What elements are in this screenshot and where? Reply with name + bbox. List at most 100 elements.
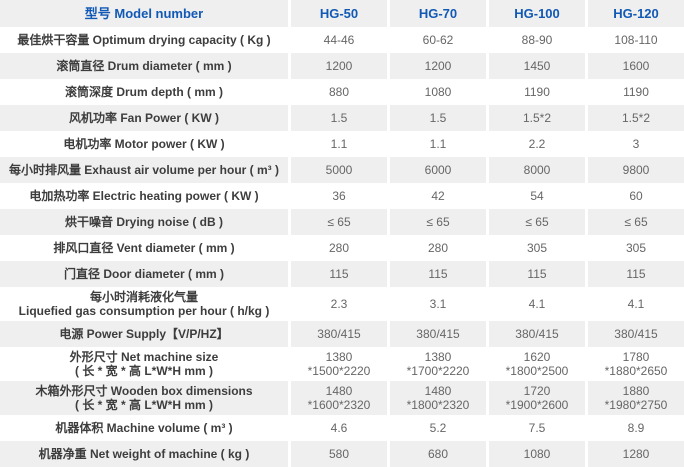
spec-value: 280 bbox=[387, 235, 486, 261]
table-row: 木箱外形尺寸 Wooden box dimensions( 长 * 宽 * 高 … bbox=[0, 381, 684, 415]
spec-value: 305 bbox=[585, 235, 684, 261]
row-label: 滚筒直径 Drum diameter ( mm ) bbox=[56, 59, 232, 73]
row-label: 门直径 Door diameter ( mm ) bbox=[63, 267, 225, 281]
spec-value: 680 bbox=[387, 441, 486, 467]
row-label: 电机功率 Motor power ( KW ) bbox=[63, 137, 225, 151]
row-label: 机器净重 Net weight of machine ( kg ) bbox=[38, 447, 250, 461]
row-label-line: Liquefied gas consumption per hour ( h/k… bbox=[18, 304, 270, 318]
spec-value: 4.1 bbox=[585, 287, 684, 321]
spec-value: 380/415 bbox=[387, 321, 486, 347]
table-row: 机器净重 Net weight of machine ( kg ) 580 680 1… bbox=[0, 441, 684, 467]
spec-value: 880 bbox=[288, 79, 387, 105]
table-row: 烘干噪音 Drying noise ( dB ) ≤ 65 ≤ 65 ≤ 65 ≤ 65 bbox=[0, 209, 684, 235]
column-header-hg-120: HG-120 bbox=[585, 0, 684, 27]
spec-value: 1380 *1700*2220 bbox=[387, 347, 486, 381]
spec-value: 115 bbox=[585, 261, 684, 287]
spec-value: ≤ 65 bbox=[486, 209, 585, 235]
column-header-hg-50: HG-50 bbox=[288, 0, 387, 27]
spec-value: 1200 bbox=[288, 53, 387, 79]
table-row: 滚筒深度 Drum depth ( mm ) 880 1080 1190 1190 bbox=[0, 79, 684, 105]
spec-table-body: 最佳烘干容量 Optimum drying capacity ( Kg ) 44-… bbox=[0, 27, 684, 467]
spec-value: 4.6 bbox=[288, 415, 387, 441]
model-number-header: 型号 Model number bbox=[84, 5, 204, 21]
table-row: 电加热功率 Electric heating power ( KW ) 36 42 5… bbox=[0, 183, 684, 209]
spec-value: 115 bbox=[486, 261, 585, 287]
spec-value: 2.3 bbox=[288, 287, 387, 321]
spec-value: 9800 bbox=[585, 157, 684, 183]
spec-value: 1.1 bbox=[288, 131, 387, 157]
spec-value: 2.2 bbox=[486, 131, 585, 157]
spec-value: 1080 bbox=[387, 79, 486, 105]
table-row: 最佳烘干容量 Optimum drying capacity ( Kg ) 44-… bbox=[0, 27, 684, 53]
table-row: 排风口直径 Vent diameter ( mm ) 280 280 305 305 bbox=[0, 235, 684, 261]
spec-value: 115 bbox=[387, 261, 486, 287]
spec-value: 1190 bbox=[486, 79, 585, 105]
spec-value: 1.1 bbox=[387, 131, 486, 157]
table-row: 外形尺寸 Net machine size( 长 * 宽 * 高 L*W*H m… bbox=[0, 347, 684, 381]
spec-value: ≤ 65 bbox=[387, 209, 486, 235]
row-label-line: 每小时消耗液化气量 bbox=[89, 290, 198, 304]
spec-value: 36 bbox=[288, 183, 387, 209]
spec-value: 580 bbox=[288, 441, 387, 467]
table-row: 门直径 Door diameter ( mm ) 115 115 115 115 bbox=[0, 261, 684, 287]
spec-value: 1.5 bbox=[387, 105, 486, 131]
spec-value: 280 bbox=[288, 235, 387, 261]
row-label-line: ( 长 * 宽 * 高 L*W*H mm ) bbox=[74, 398, 213, 412]
spec-value: 1200 bbox=[387, 53, 486, 79]
spec-value: 380/415 bbox=[486, 321, 585, 347]
row-label: 外形尺寸 Net machine size( 长 * 宽 * 高 L*W*H m… bbox=[0, 347, 288, 381]
row-label: 电源 Power Supply【V/P/HZ】 bbox=[59, 327, 229, 341]
spec-value: 1.5*2 bbox=[585, 105, 684, 131]
column-header-hg-70: HG-70 bbox=[387, 0, 486, 27]
spec-value: 5.2 bbox=[387, 415, 486, 441]
row-label: 机器体积 Machine volume ( m³ ) bbox=[55, 421, 233, 435]
row-label: 风机功率 Fan Power ( KW ) bbox=[68, 111, 219, 125]
row-label: 每小时排风量 Exhaust air volume per hour ( m³ … bbox=[8, 163, 280, 177]
spec-value: 1480 *1800*2320 bbox=[387, 381, 486, 415]
spec-value: 305 bbox=[486, 235, 585, 261]
spec-value: 6000 bbox=[387, 157, 486, 183]
spec-value: ≤ 65 bbox=[585, 209, 684, 235]
spec-value: 108-110 bbox=[585, 27, 684, 53]
row-label: 每小时消耗液化气量 Liquefied gas consumption per h… bbox=[0, 287, 288, 321]
spec-value: 7.5 bbox=[486, 415, 585, 441]
spec-value: 1380 *1500*2220 bbox=[288, 347, 387, 381]
row-label: 最佳烘干容量 Optimum drying capacity ( Kg ) bbox=[17, 33, 271, 47]
row-label-line: ( 长 * 宽 * 高 L*W*H mm ) bbox=[74, 364, 213, 378]
spec-value: 1600 bbox=[585, 53, 684, 79]
spec-value: 8.9 bbox=[585, 415, 684, 441]
spec-value: 1480 *1600*2320 bbox=[288, 381, 387, 415]
spec-value: 44-46 bbox=[288, 27, 387, 53]
spec-value: 54 bbox=[486, 183, 585, 209]
spec-value: 380/415 bbox=[585, 321, 684, 347]
row-label: 滚筒深度 Drum depth ( mm ) bbox=[65, 85, 223, 99]
row-label-line: 木箱外形尺寸 Wooden box dimensions bbox=[35, 384, 253, 398]
column-header-hg-100: HG-100 bbox=[486, 0, 585, 27]
spec-value: 88-90 bbox=[486, 27, 585, 53]
table-row: 机器体积 Machine volume ( m³ ) 4.6 5.2 7.5 8.9 bbox=[0, 415, 684, 441]
spec-value: 1450 bbox=[486, 53, 585, 79]
spec-value: 115 bbox=[288, 261, 387, 287]
table-row: 每小时消耗液化气量 Liquefied gas consumption per h… bbox=[0, 287, 684, 321]
spec-value: 1880 *1980*2750 bbox=[585, 381, 684, 415]
table-row: 风机功率 Fan Power ( KW ) 1.5 1.5 1.5*2 1.5*2 bbox=[0, 105, 684, 131]
spec-value: 60-62 bbox=[387, 27, 486, 53]
spec-value: 8000 bbox=[486, 157, 585, 183]
row-label: 电加热功率 Electric heating power ( KW ) bbox=[29, 189, 259, 203]
row-label: 排风口直径 Vent diameter ( mm ) bbox=[53, 241, 235, 255]
spec-value: 42 bbox=[387, 183, 486, 209]
spec-value: ≤ 65 bbox=[288, 209, 387, 235]
spec-value: 1280 bbox=[585, 441, 684, 467]
spec-value: 1.5 bbox=[288, 105, 387, 131]
spec-value: 3 bbox=[585, 131, 684, 157]
table-row: 电机功率 Motor power ( KW ) 1.1 1.1 2.2 3 bbox=[0, 131, 684, 157]
spec-value: 1780 *1880*2650 bbox=[585, 347, 684, 381]
row-label: 木箱外形尺寸 Wooden box dimensions( 长 * 宽 * 高 … bbox=[0, 381, 288, 415]
spec-value: 1080 bbox=[486, 441, 585, 467]
spec-value: 1190 bbox=[585, 79, 684, 105]
spec-value: 1.5*2 bbox=[486, 105, 585, 131]
table-row: 每小时排风量 Exhaust air volume per hour ( m³ … bbox=[0, 157, 684, 183]
table-row: 电源 Power Supply【V/P/HZ】 380/415 380/415 380… bbox=[0, 321, 684, 347]
